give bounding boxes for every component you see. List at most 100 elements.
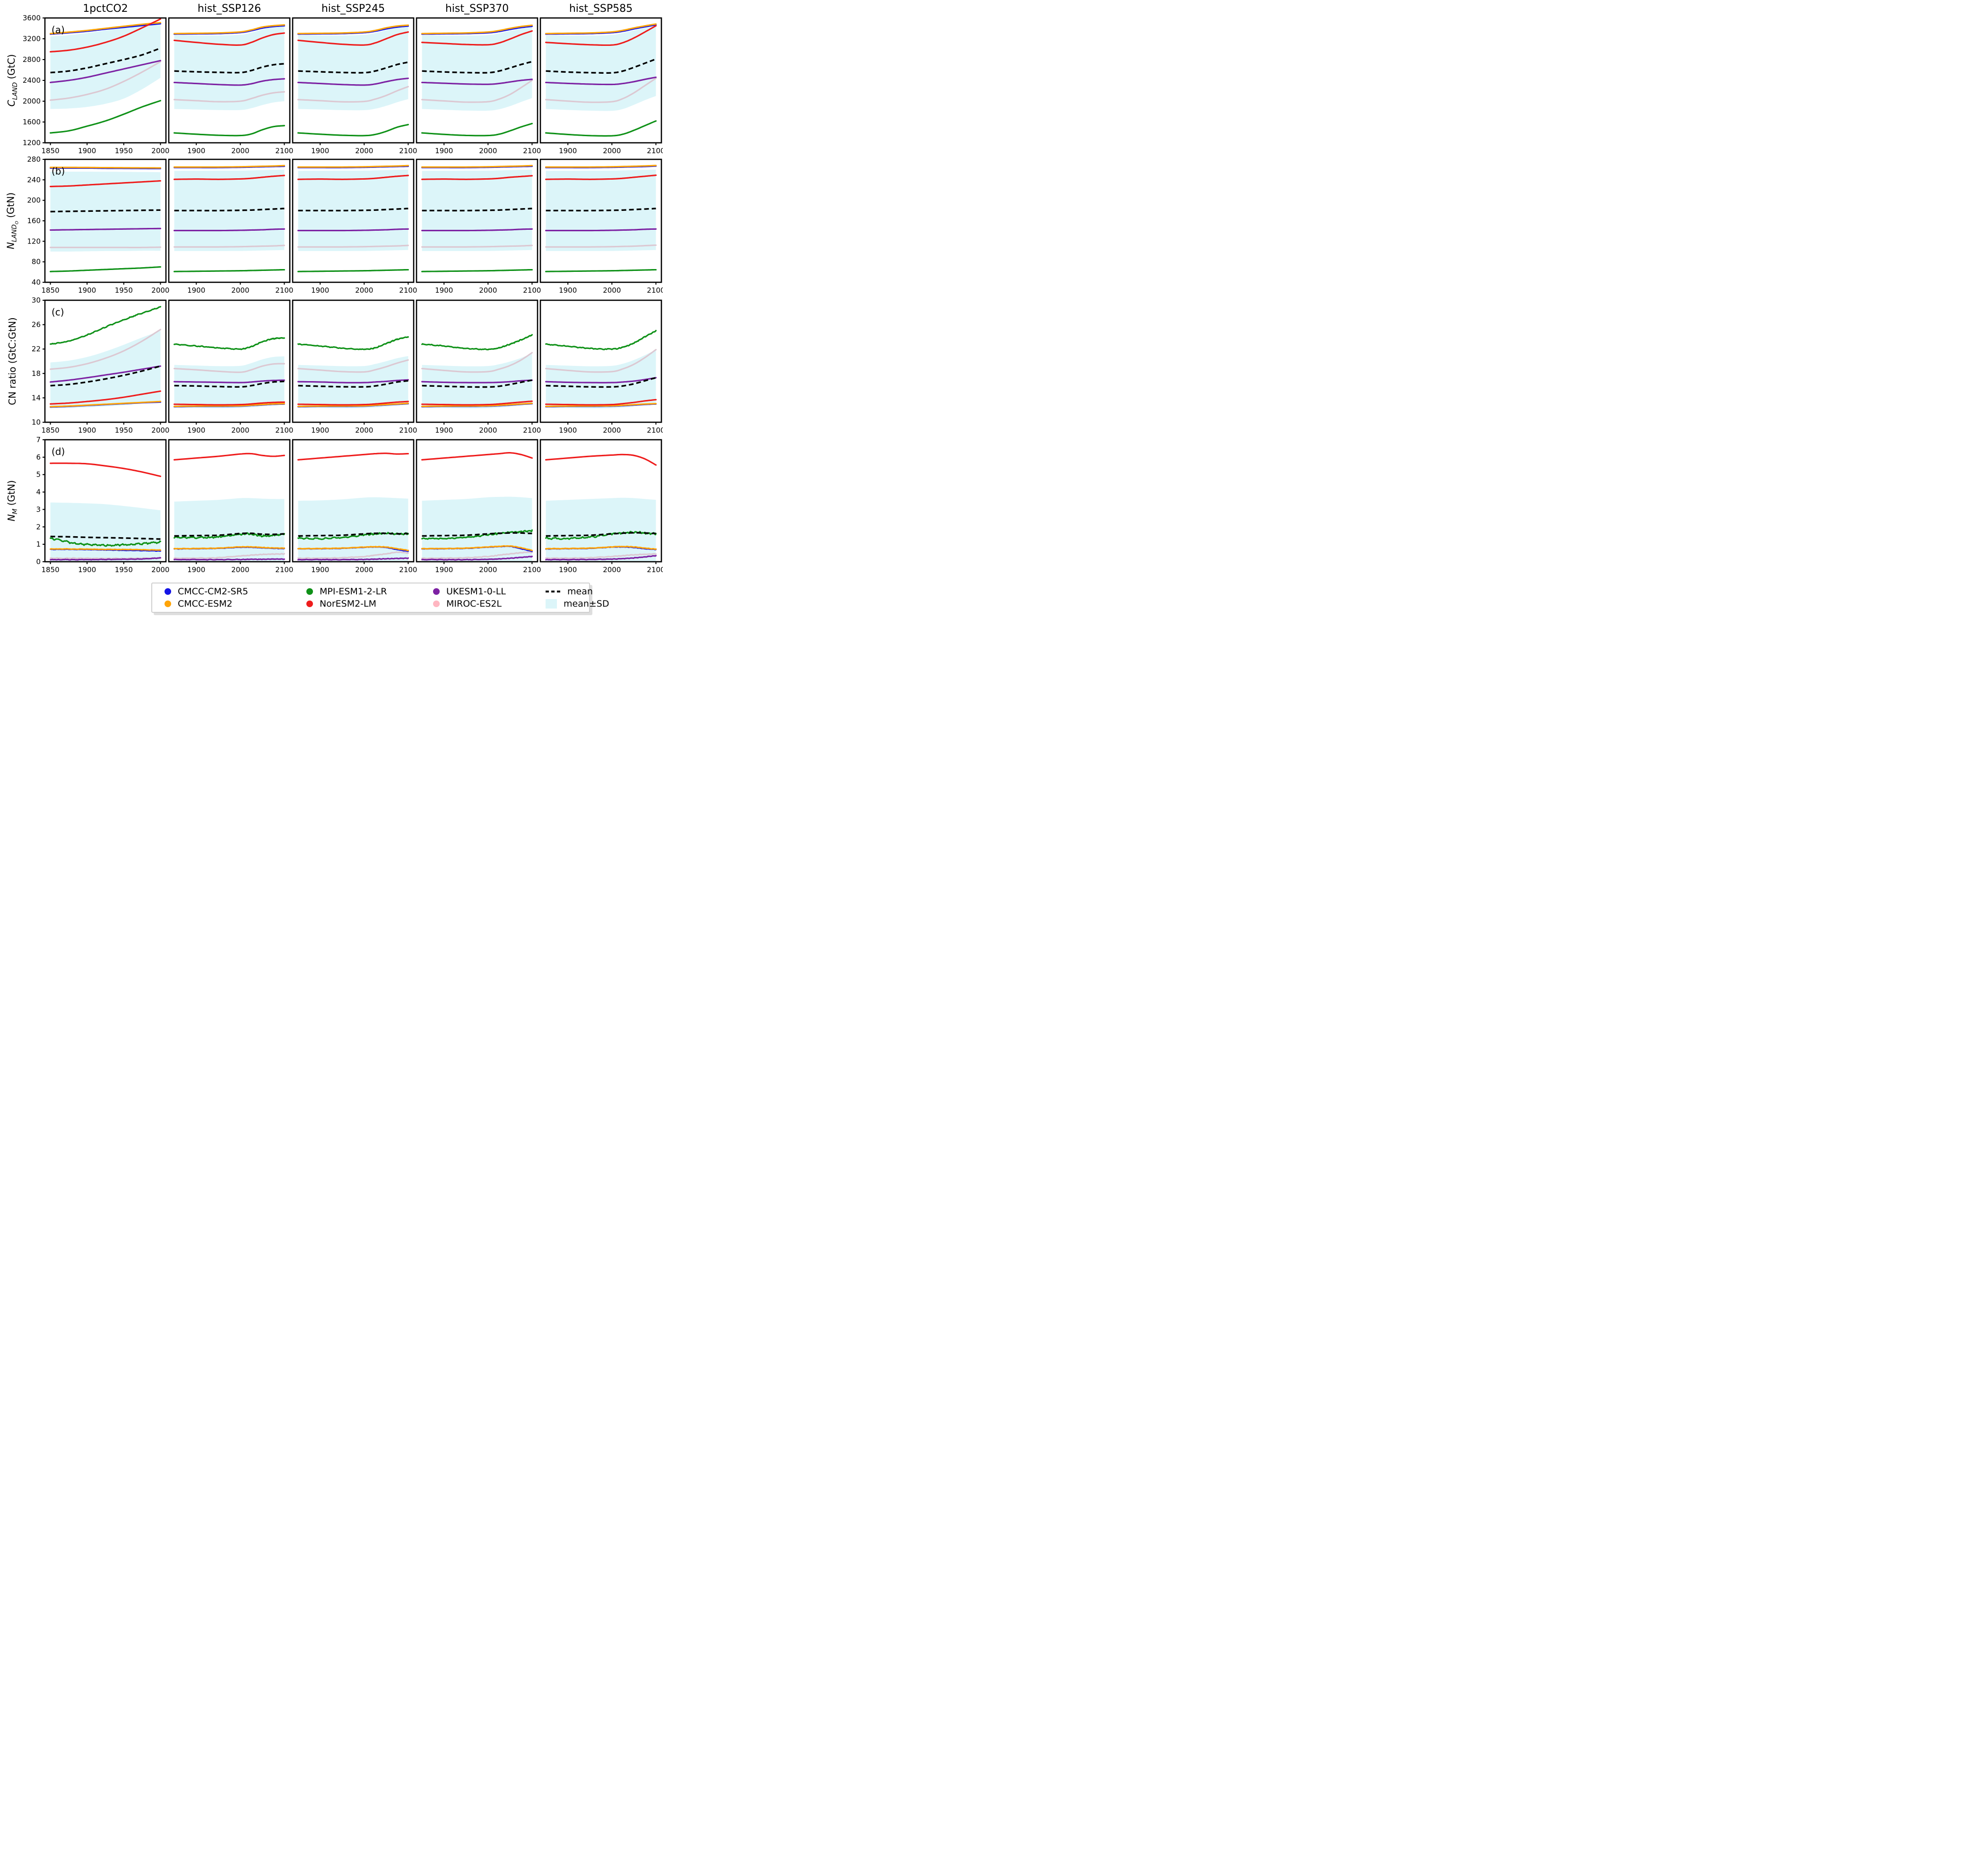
svg-text:1950: 1950 bbox=[115, 426, 133, 435]
y-axis-label-cland: CLAND (GtC) bbox=[6, 54, 19, 107]
series-pink bbox=[421, 352, 533, 373]
series-green bbox=[50, 100, 161, 134]
series-orange bbox=[297, 24, 409, 35]
series-purple bbox=[421, 556, 533, 561]
svg-text:2100: 2100 bbox=[399, 426, 417, 435]
cmcc-cm2-sr5-dot-icon bbox=[165, 588, 171, 595]
column-title-1pctco2: 1pctCO2 bbox=[83, 3, 128, 15]
series-red bbox=[545, 25, 657, 46]
series-mean bbox=[546, 377, 656, 388]
svg-text:30: 30 bbox=[32, 296, 41, 305]
svg-text:6: 6 bbox=[36, 453, 41, 461]
series-mean bbox=[422, 61, 532, 74]
svg-text:2100: 2100 bbox=[275, 566, 293, 574]
series-mean bbox=[50, 365, 161, 387]
svg-text:2000: 2000 bbox=[231, 147, 249, 155]
svg-text:1850: 1850 bbox=[42, 566, 60, 574]
series-purple bbox=[297, 557, 409, 561]
svg-text:1900: 1900 bbox=[311, 286, 329, 295]
svg-text:1900: 1900 bbox=[78, 286, 96, 295]
series-pink bbox=[421, 551, 533, 559]
svg-text:1900: 1900 bbox=[78, 426, 96, 435]
series-green bbox=[174, 337, 285, 350]
series-purple bbox=[50, 227, 161, 231]
series-mean bbox=[298, 532, 408, 537]
mean-sd-band bbox=[50, 23, 161, 109]
column-title-hist-ssp245: hist_SSP245 bbox=[321, 3, 385, 15]
svg-text:2100: 2100 bbox=[275, 147, 293, 155]
mean-sd-band bbox=[50, 502, 161, 561]
series-red bbox=[174, 32, 285, 46]
panel-border bbox=[416, 158, 538, 283]
cmcc-esm2-dot-icon bbox=[165, 601, 171, 607]
series-purple bbox=[50, 60, 161, 83]
svg-text:1900: 1900 bbox=[187, 566, 205, 574]
series-green bbox=[50, 266, 161, 272]
series-mean bbox=[546, 58, 656, 74]
series-green bbox=[421, 122, 533, 137]
svg-text:2100: 2100 bbox=[399, 286, 417, 295]
column-title-hist-ssp370: hist_SSP370 bbox=[445, 3, 509, 15]
svg-text:1900: 1900 bbox=[435, 426, 453, 435]
svg-text:2000: 2000 bbox=[151, 286, 169, 295]
svg-text:2100: 2100 bbox=[523, 426, 541, 435]
svg-text:3200: 3200 bbox=[23, 35, 41, 43]
series-red bbox=[297, 31, 409, 46]
legend-label: mean±SD bbox=[564, 599, 609, 609]
series-pink bbox=[174, 244, 285, 248]
svg-text:2100: 2100 bbox=[275, 426, 293, 435]
series-green bbox=[297, 123, 409, 137]
legend-label: MPI-ESM1-2-LR bbox=[320, 586, 387, 597]
svg-text:5: 5 bbox=[36, 470, 41, 479]
panel-letter: (c) bbox=[52, 306, 64, 318]
mean-sd-band bbox=[174, 498, 285, 561]
panel-c-1pctCO2: 1850 1900 1950 2000 10 14 18 22 26 30 (c) bbox=[32, 296, 170, 435]
svg-text:1950: 1950 bbox=[115, 566, 133, 574]
legend-label: mean bbox=[567, 586, 593, 597]
svg-text:1900: 1900 bbox=[311, 566, 329, 574]
svg-text:2000: 2000 bbox=[603, 566, 621, 574]
series-purple bbox=[174, 78, 285, 86]
series-purple bbox=[174, 228, 285, 232]
panel-border bbox=[539, 299, 662, 423]
series-pink bbox=[545, 78, 657, 103]
legend-item-noresm2-lm: NorESM2-LM bbox=[306, 599, 433, 609]
svg-text:2000: 2000 bbox=[603, 426, 621, 435]
miroc-es2l-dot-icon bbox=[433, 601, 440, 607]
panel-border bbox=[168, 299, 291, 423]
series-green bbox=[421, 334, 533, 350]
svg-text:2000: 2000 bbox=[355, 286, 373, 295]
series-mean bbox=[50, 209, 161, 213]
svg-text:7: 7 bbox=[36, 435, 41, 444]
panel-border bbox=[539, 17, 662, 144]
svg-text:1900: 1900 bbox=[559, 566, 577, 574]
svg-text:1900: 1900 bbox=[435, 286, 453, 295]
ukesm1-0-ll-dot-icon bbox=[433, 588, 440, 595]
series-pink bbox=[50, 61, 161, 101]
svg-text:2000: 2000 bbox=[479, 286, 497, 295]
series-red bbox=[174, 174, 285, 180]
panel-b-hist_SSP370: 1900 2000 2100 bbox=[416, 158, 541, 295]
series-mean bbox=[174, 208, 285, 212]
series-mean bbox=[422, 379, 532, 388]
panel-a-1pctCO2: 1850 1900 1950 2000 1200 1600 2000 2400 2800 3200… bbox=[23, 14, 170, 155]
panel-a-hist_SSP245: 1900 2000 2100 bbox=[292, 17, 417, 155]
series-purple bbox=[421, 379, 533, 383]
svg-text:2100: 2100 bbox=[647, 566, 663, 574]
series-orange bbox=[545, 403, 657, 408]
legend-item-miroc-es2l: MIROC-ES2L bbox=[433, 599, 546, 609]
series-red bbox=[297, 174, 409, 180]
svg-text:1900: 1900 bbox=[187, 147, 205, 155]
legend-label: NorESM2-LM bbox=[320, 599, 377, 609]
series-red bbox=[421, 30, 533, 46]
svg-text:1950: 1950 bbox=[115, 286, 133, 295]
svg-text:200: 200 bbox=[27, 196, 41, 205]
legend-label: CMCC-ESM2 bbox=[178, 599, 233, 609]
svg-text:40: 40 bbox=[32, 278, 41, 287]
column-title-hist-ssp585: hist_SSP585 bbox=[569, 3, 633, 15]
legend: CMCC-CM2-SR5 CMCC-ESM2 MPI-ESM1-2-LR Nor… bbox=[151, 583, 609, 613]
svg-text:2100: 2100 bbox=[647, 426, 663, 435]
series-orange bbox=[421, 24, 533, 35]
panel-border bbox=[44, 299, 167, 423]
series-orange bbox=[421, 402, 533, 408]
